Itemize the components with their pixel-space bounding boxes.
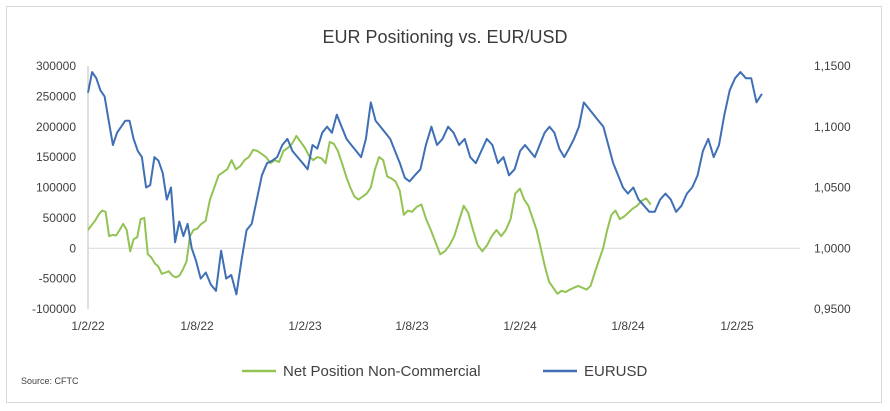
left-tick-label: -50000 — [39, 272, 77, 286]
legend-label-net-position: Net Position Non-Commercial — [283, 363, 481, 380]
x-tick-label: 1/2/25 — [720, 319, 754, 333]
right-axis-ticks: 0,9500 1,0000 1,0500 1,1000 1,1500 — [814, 59, 851, 316]
right-tick-label: 1,0500 — [814, 181, 851, 195]
left-tick-label: 250000 — [36, 89, 76, 103]
left-tick-label: 100000 — [36, 181, 76, 195]
x-tick-label: 1/2/24 — [503, 319, 537, 333]
right-tick-label: 0,9500 — [814, 302, 851, 316]
x-axis-ticks: 1/2/22 1/8/22 1/2/23 1/8/23 1/2/24 1/8/24 1/2/… — [71, 319, 754, 333]
x-tick-label: 1/8/22 — [180, 319, 214, 333]
x-tick-label: 1/2/22 — [71, 319, 105, 333]
left-axis-ticks: -100000 -50000 0 50000 100000 150000 200000 250… — [32, 59, 76, 316]
left-tick-label: 200000 — [36, 120, 76, 134]
chart-frame — [6, 6, 882, 403]
right-tick-label: 1,1000 — [814, 120, 851, 134]
series-layer — [87, 71, 763, 296]
legend: Net Position Non-Commercial EURUSD — [242, 363, 648, 380]
legend-label-eurusd: EURUSD — [584, 363, 648, 380]
left-tick-label: 300000 — [36, 59, 76, 73]
source-note: Source: CFTC — [21, 376, 79, 386]
right-tick-label: 1,1500 — [814, 59, 851, 73]
chart-title: EUR Positioning vs. EUR/USD — [322, 27, 567, 47]
left-tick-label: 150000 — [36, 150, 76, 164]
x-tick-label: 1/8/23 — [395, 319, 429, 333]
series-line-net-position — [87, 134, 652, 295]
left-tick-label: 0 — [69, 241, 76, 255]
series-line-eurusd — [87, 71, 763, 296]
x-tick-label: 1/2/23 — [288, 319, 322, 333]
right-tick-label: 1,0000 — [814, 241, 851, 255]
x-tick-label: 1/8/24 — [611, 319, 645, 333]
left-tick-label: 50000 — [43, 211, 77, 225]
left-tick-label: -100000 — [32, 302, 76, 316]
